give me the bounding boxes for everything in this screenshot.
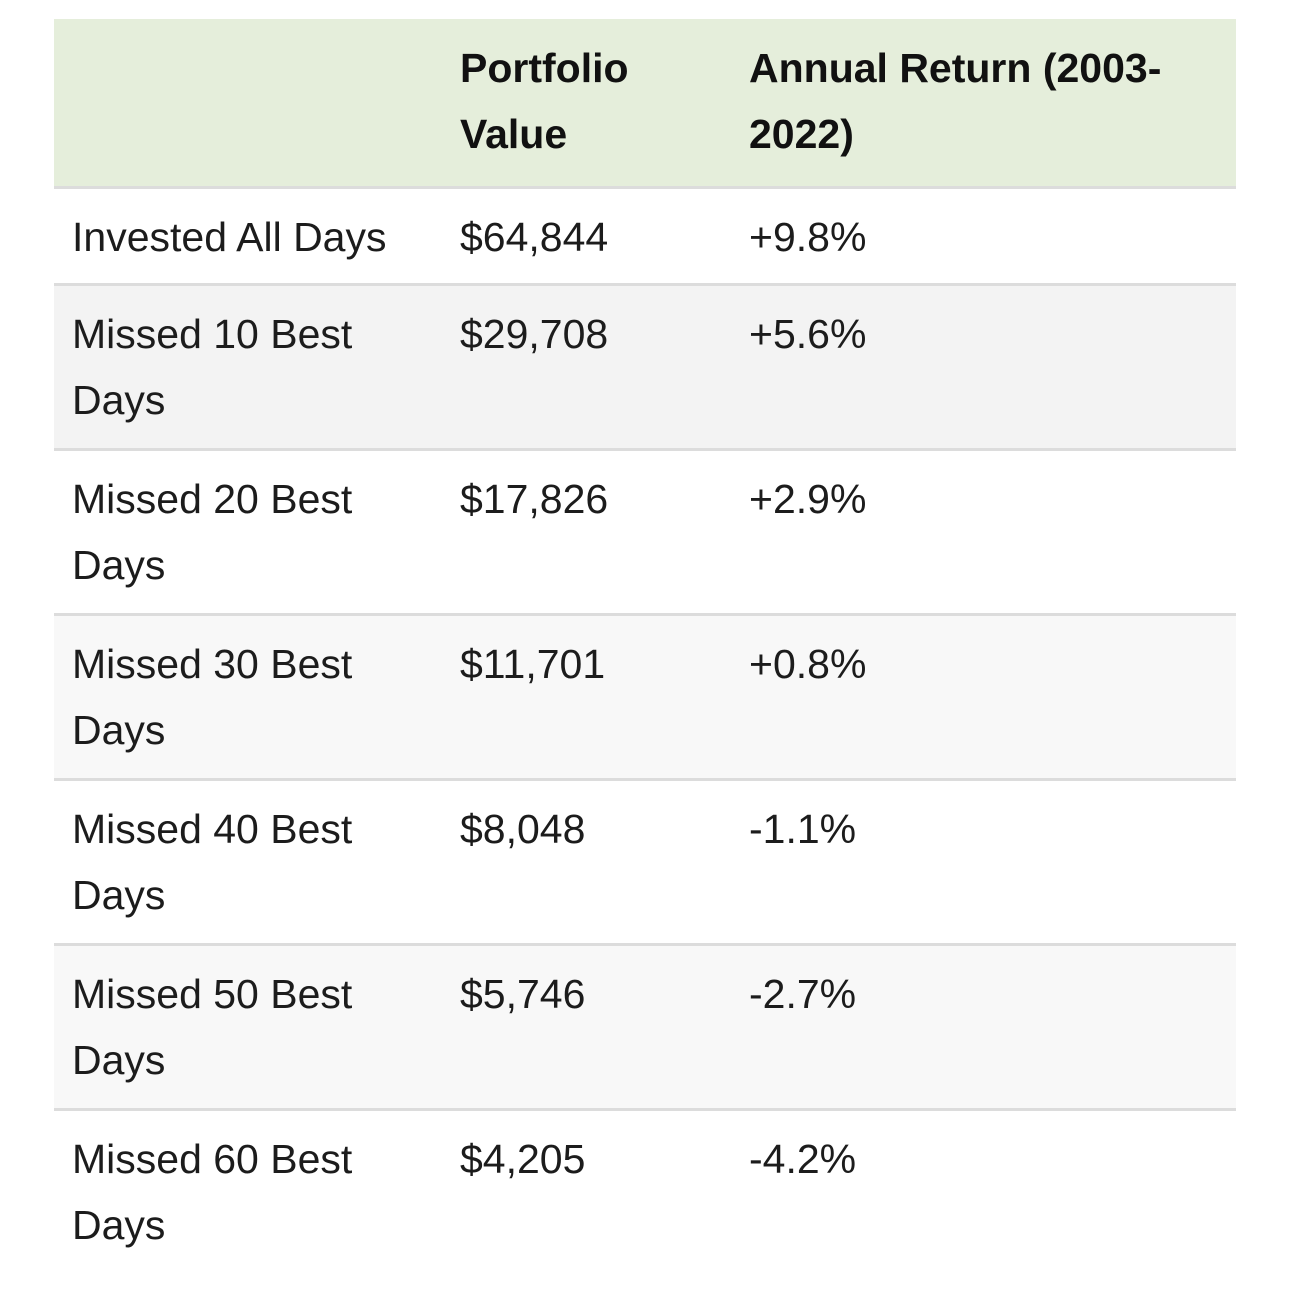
row-portfolio-value: $11,701 — [442, 614, 731, 781]
row-portfolio-value: $17,826 — [442, 449, 731, 616]
table-row: Missed 20 Best Days $17,826 +2.9% — [54, 449, 1236, 616]
table-container: Portfolio Value Annual Return (2003-2022… — [54, 19, 1236, 1273]
row-portfolio-value: $29,708 — [442, 284, 731, 451]
row-annual-return: -2.7% — [731, 944, 1236, 1111]
row-label: Missed 30 Best Days — [54, 614, 442, 781]
table-row: Missed 60 Best Days $4,205 -4.2% — [54, 1109, 1236, 1273]
table-row: Missed 10 Best Days $29,708 +5.6% — [54, 284, 1236, 451]
table-row: Missed 40 Best Days $8,048 -1.1% — [54, 779, 1236, 946]
row-portfolio-value: $4,205 — [460, 1136, 586, 1182]
row-annual-return: +9.8% — [731, 187, 1236, 286]
table-body: Invested All Days $64,844 +9.8% Missed 1… — [54, 187, 1236, 1273]
table-header: Portfolio Value Annual Return (2003-2022… — [54, 19, 1236, 189]
returns-table: Portfolio Value Annual Return (2003-2022… — [54, 19, 1236, 1273]
header-row: Portfolio Value Annual Return (2003-2022… — [54, 19, 1236, 189]
row-label: Missed 40 Best Days — [54, 779, 442, 946]
header-annual-return: Annual Return (2003-2022) — [731, 19, 1236, 189]
row-portfolio-value: $8,048 — [442, 779, 731, 946]
row-annual-return: -4.2% — [749, 1136, 857, 1182]
header-portfolio-value: Portfolio Value — [442, 19, 731, 189]
row-annual-return: +2.9% — [731, 449, 1236, 616]
row-annual-return: +0.8% — [731, 614, 1236, 781]
row-portfolio-value: $64,844 — [442, 187, 731, 286]
row-annual-return: -1.1% — [731, 779, 1236, 946]
row-annual-return: +5.6% — [731, 284, 1236, 451]
table-row: Missed 30 Best Days $11,701 +0.8% — [54, 614, 1236, 781]
table-row: Invested All Days $64,844 +9.8% — [54, 187, 1236, 286]
row-label: Missed 60 Best Days — [72, 1136, 353, 1248]
table-row: Missed 50 Best Days $5,746 -2.7% — [54, 944, 1236, 1111]
header-label-column — [54, 19, 442, 189]
row-label: Missed 10 Best Days — [54, 284, 442, 451]
row-label: Missed 50 Best Days — [54, 944, 442, 1111]
row-label: Missed 20 Best Days — [54, 449, 442, 616]
row-portfolio-value: $5,746 — [442, 944, 731, 1111]
row-label: Invested All Days — [54, 187, 442, 286]
